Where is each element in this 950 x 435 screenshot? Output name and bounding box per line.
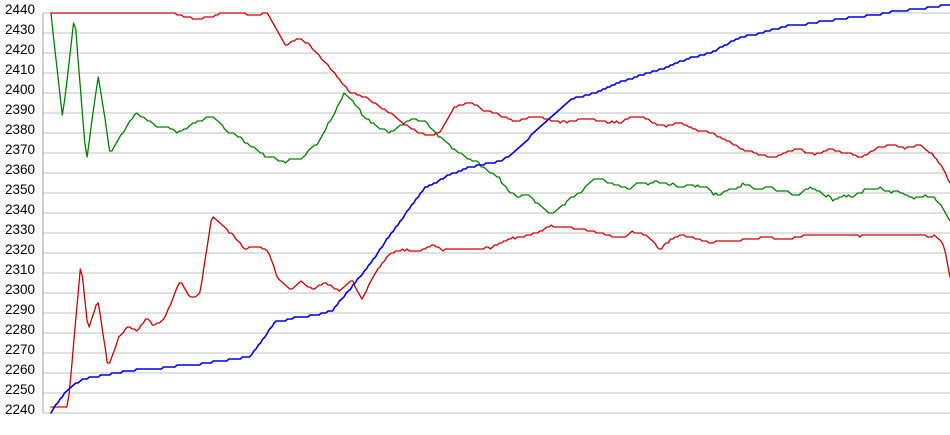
svg-text:2430: 2430 xyxy=(5,22,35,37)
svg-text:2330: 2330 xyxy=(5,222,35,237)
svg-text:2410: 2410 xyxy=(5,62,35,77)
svg-text:2320: 2320 xyxy=(5,242,35,257)
svg-text:2340: 2340 xyxy=(5,202,35,217)
svg-text:2310: 2310 xyxy=(5,262,35,277)
svg-text:2290: 2290 xyxy=(5,302,35,317)
svg-text:2420: 2420 xyxy=(5,42,35,57)
svg-text:2350: 2350 xyxy=(5,182,35,197)
svg-text:2360: 2360 xyxy=(5,162,35,177)
svg-text:2380: 2380 xyxy=(5,122,35,137)
svg-text:2390: 2390 xyxy=(5,102,35,117)
svg-text:2370: 2370 xyxy=(5,142,35,157)
svg-text:2270: 2270 xyxy=(5,342,35,357)
svg-text:2300: 2300 xyxy=(5,282,35,297)
svg-text:2240: 2240 xyxy=(5,402,35,417)
svg-text:2250: 2250 xyxy=(5,382,35,397)
svg-text:2400: 2400 xyxy=(5,82,35,97)
svg-text:2260: 2260 xyxy=(5,362,35,377)
svg-text:2280: 2280 xyxy=(5,322,35,337)
svg-text:2440: 2440 xyxy=(5,2,35,17)
